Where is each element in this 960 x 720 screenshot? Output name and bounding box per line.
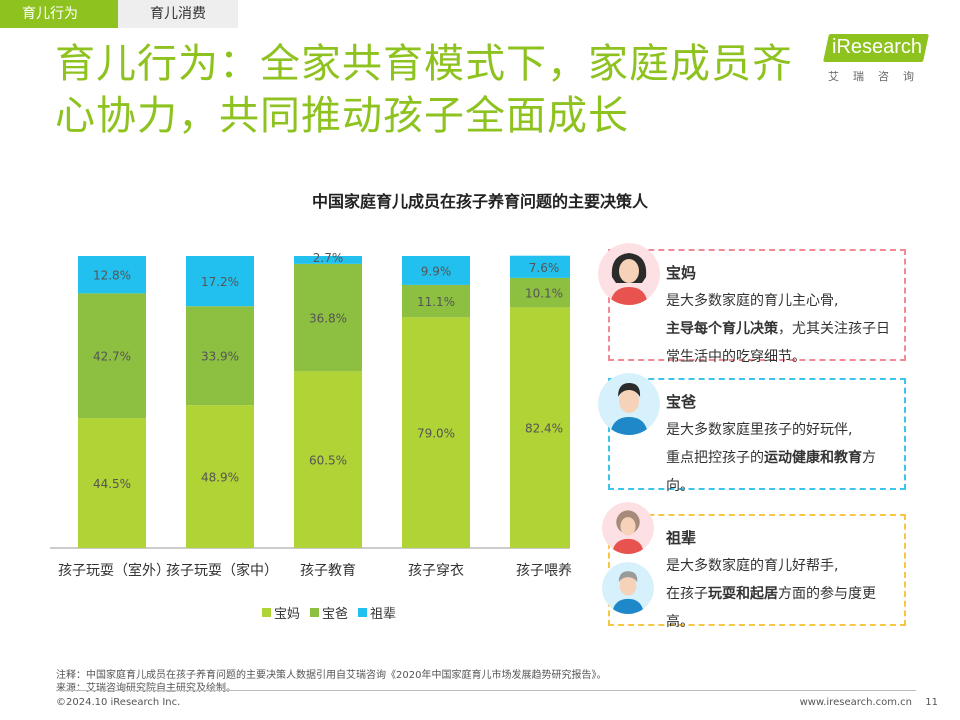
bar-segment: [402, 284, 470, 318]
card-mom-desc: 主导每个育儿决策，尤其关注孩子日常生活中的吃穿细节。: [666, 321, 890, 365]
x-tick-label: 孩子教育: [300, 563, 356, 579]
footer-divider: [56, 690, 916, 691]
grandma-avatar-icon: [602, 502, 654, 554]
data-label: 79.0%: [417, 427, 455, 441]
bar-segment: [186, 256, 254, 307]
dad-avatar-icon: [598, 373, 660, 435]
data-label: 11.1%: [417, 295, 455, 309]
bar-segment: [78, 418, 146, 548]
bar-segment: [186, 405, 254, 548]
mom-avatar-icon: [598, 243, 660, 305]
footer-site: www.iresearch.com.cn: [799, 697, 912, 708]
data-label: 33.9%: [201, 350, 239, 364]
bar-segment: [510, 255, 570, 278]
data-label: 10.1%: [525, 287, 563, 301]
bar-segment: [78, 293, 146, 419]
x-tick-label: 孩子喂养: [516, 563, 572, 579]
card-grandparents: 祖辈 是大多数家庭的育儿好帮手, 在孩子玩耍和起居方面的参与度更高。: [608, 514, 906, 630]
card-mom-name: 宝妈: [666, 264, 697, 282]
data-label: 36.8%: [309, 312, 347, 326]
data-label: 9.9%: [421, 264, 452, 278]
legend-item-grand: 祖辈: [358, 603, 396, 622]
card-mom-line1: 是大多数家庭的育儿主心骨,: [666, 293, 839, 309]
bar-segment: [294, 263, 362, 372]
page-title-line1: 育儿行为：全家共育模式下，家庭成员齐: [55, 41, 793, 87]
card-grand-line1: 是大多数家庭的育儿好帮手,: [666, 558, 839, 574]
data-label: 48.9%: [201, 471, 239, 485]
bar-segment: [294, 371, 362, 548]
stacked-bar-chart: 44.5% 42.7% 12.8% 48.9% 33.9% 17.2% 60.5% 36.8%…: [50, 251, 570, 549]
card-grand-name: 祖辈: [666, 529, 697, 547]
tab-parenting-behavior[interactable]: 育儿行为: [0, 0, 118, 28]
bar-segment: [186, 306, 254, 406]
data-label: 7.6%: [529, 261, 560, 275]
grandpa-avatar-icon: [602, 562, 654, 614]
card-grand-desc: 在孩子玩耍和起居方面的参与度更高。: [666, 586, 876, 630]
data-label: 12.8%: [93, 269, 131, 283]
x-tick-label: 孩子穿衣: [408, 563, 464, 579]
tab-parenting-consumption[interactable]: 育儿消费: [118, 0, 238, 28]
chart-legend: 宝妈 宝爸 祖辈: [262, 603, 396, 622]
bar-segment: [78, 256, 146, 294]
footer-source: 来源：艾瑞咨询研究院自主研究及绘制。: [56, 683, 236, 694]
data-label: 82.4%: [525, 422, 563, 436]
data-label: 17.2%: [201, 275, 239, 289]
card-dad-desc: 重点把控孩子的运动健康和教育方向。: [666, 450, 876, 494]
card-dad-name: 宝爸: [666, 393, 697, 411]
bar-segment: [294, 256, 362, 264]
page-title-line2: 心协力，共同推动孩子全面成长: [55, 93, 629, 139]
legend-item-mom: 宝妈: [262, 603, 300, 622]
bar-segment: [402, 317, 470, 548]
card-mom: 宝妈 是大多数家庭的育儿主心骨, 主导每个育儿决策，尤其关注孩子日常生活中的吃穿…: [608, 249, 906, 365]
x-tick-label: 孩子玩耍（室外）: [58, 563, 170, 579]
chart-title: 中国家庭育儿成员在孩子养育问题的主要决策人: [311, 192, 648, 211]
footer-copyright: ©2024.10 iResearch Inc.: [56, 697, 181, 708]
bar-segment: [510, 307, 570, 548]
card-dad-line1: 是大多数家庭里孩子的好玩伴,: [666, 422, 853, 438]
page-number: 11: [925, 697, 938, 708]
footer-note: 注释：中国家庭育儿成员在孩子养育问题的主要决策人数据引用自艾瑞咨询《2020年中…: [56, 670, 607, 681]
page-title: 育儿行为：全家共育模式下，家庭成员齐 心协力，共同推动孩子全面成长: [55, 38, 835, 142]
bar-segment: [510, 277, 570, 308]
data-label: 60.5%: [309, 454, 347, 468]
card-dad: 宝爸 是大多数家庭里孩子的好玩伴, 重点把控孩子的运动健康和教育方向。: [608, 378, 906, 494]
bar-segment: [402, 256, 470, 285]
data-label: 42.7%: [93, 350, 131, 364]
x-tick-label: 孩子玩耍（家中）: [166, 563, 278, 579]
logo-subtitle: 艾瑞咨询: [828, 70, 928, 83]
legend-item-dad: 宝爸: [310, 603, 348, 622]
data-label: 44.5%: [93, 477, 131, 491]
logo-text: iResearch: [832, 36, 923, 58]
iresearch-logo: iResearch 艾瑞咨询: [823, 32, 936, 88]
data-label: 2.7%: [313, 251, 344, 265]
tab-bar: 育儿行为 育儿消费: [0, 0, 238, 28]
